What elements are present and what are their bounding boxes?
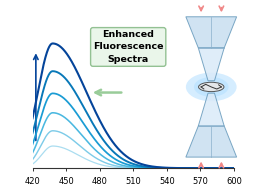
- Polygon shape: [186, 17, 237, 48]
- Ellipse shape: [199, 82, 224, 92]
- Polygon shape: [198, 48, 224, 81]
- Ellipse shape: [186, 73, 237, 101]
- Polygon shape: [186, 126, 237, 157]
- Polygon shape: [198, 93, 224, 126]
- Text: Enhanced
Fluorescence
Spectra: Enhanced Fluorescence Spectra: [93, 30, 164, 64]
- Ellipse shape: [194, 77, 229, 97]
